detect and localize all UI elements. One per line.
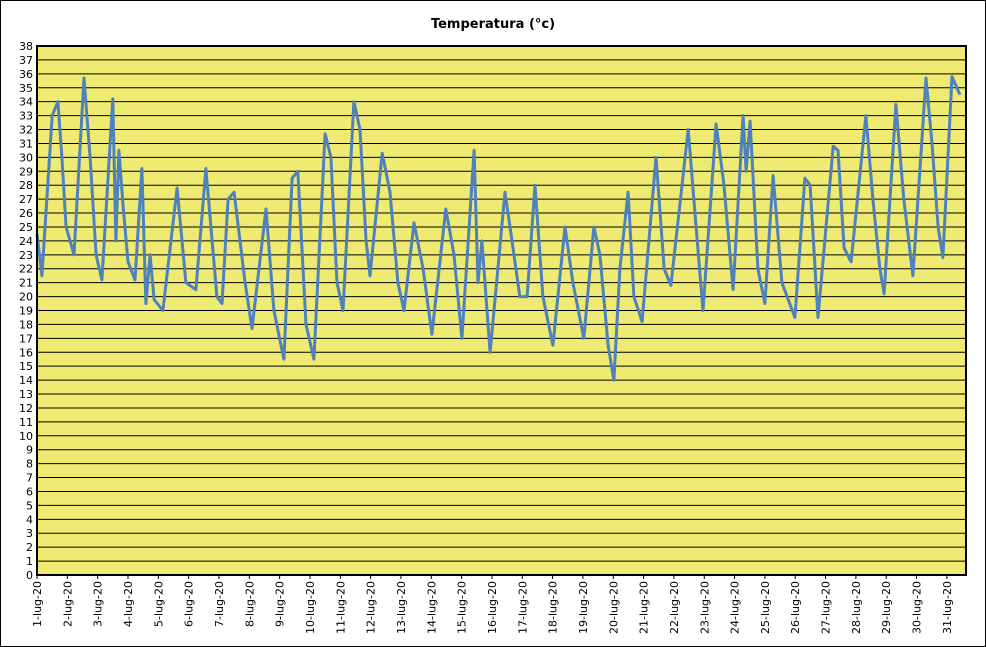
y-tick-label: 35 [19,82,33,95]
x-tick-label: 20-lug-20 [607,581,620,634]
x-tick-label: 16-lug-20 [486,581,499,634]
x-tick-label: 17-lug-20 [516,581,529,634]
y-tick-label: 14 [19,374,33,387]
x-tick-label: 25-lug-20 [759,581,772,634]
x-tick-label: 11-lug-20 [334,581,347,634]
x-tick-label: 23-lug-20 [698,581,711,634]
x-tick-label: 7-lug-20 [213,581,226,627]
line-series [35,75,962,382]
x-tick-label: 27-lug-20 [820,581,833,634]
y-tick-label: 38 [19,40,33,53]
y-tick-label: 5 [26,499,33,512]
y-tick-label: 11 [19,416,33,429]
x-tick-label: 28-lug-20 [850,581,863,634]
x-tick-label: 15-lug-20 [456,581,469,634]
y-tick-label: 18 [19,318,33,331]
y-tick-label: 8 [26,458,33,471]
x-tick-label: 22-lug-20 [668,581,681,634]
x-tick-label: 18-lug-20 [547,581,560,634]
y-tick-label: 34 [19,96,33,109]
x-tick-label: 4-lug-20 [122,581,135,627]
x-tick-label: 12-lug-20 [365,581,378,634]
x-tick-label: 3-lug-20 [92,581,105,627]
y-tick-label: 30 [19,151,33,164]
x-tick-label: 29-lug-20 [880,581,893,634]
y-tick-label: 13 [19,388,33,401]
y-tick-label: 33 [19,110,33,123]
y-tick-label: 15 [19,360,33,373]
x-tick-label: 1-lug-20 [31,581,44,627]
y-tick-label: 27 [19,193,33,206]
x-tick-label: 31-lug-20 [941,581,954,634]
y-tick-label: 2 [26,541,33,554]
x-tick-label: 24-lug-20 [729,581,742,634]
y-tick-label: 22 [19,263,33,276]
y-tick-label: 31 [19,137,33,150]
x-tick-label: 6-lug-20 [183,581,196,627]
x-tick-label: 19-lug-20 [577,581,590,634]
x-tick-label: 30-lug-20 [911,581,924,634]
y-tick-label: 3 [26,527,33,540]
y-tick-label: 20 [19,291,33,304]
y-tick-label: 26 [19,207,33,220]
y-tick-label: 28 [19,179,33,192]
x-tick-label: 26-lug-20 [789,581,802,634]
y-tick-label: 7 [26,472,33,485]
plot-border [36,45,967,576]
y-tick-label: 37 [19,54,33,67]
y-tick-label: 10 [19,430,33,443]
y-tick-label: 29 [19,165,33,178]
y-tick-label: 16 [19,346,33,359]
y-tick-label: 17 [19,332,33,345]
y-tick-label: 36 [19,68,33,81]
y-tick-label: 21 [19,277,33,290]
y-tick-label: 9 [26,444,33,457]
x-tick-label: 14-lug-20 [425,581,438,634]
y-tick-label: 4 [26,513,33,526]
y-tick-label: 25 [19,221,33,234]
y-tick-label: 1 [26,555,33,568]
y-tick-label: 0 [26,569,33,582]
y-tick-label: 6 [26,485,33,498]
x-tick-label: 21-lug-20 [638,581,651,634]
x-tick-label: 10-lug-20 [304,581,317,634]
x-tick-label: 5-lug-20 [152,581,165,627]
x-tick-label: 9-lug-20 [274,581,287,627]
x-tick-label: 13-lug-20 [395,581,408,634]
y-tick-label: 19 [19,305,33,318]
y-tick-label: 12 [19,402,33,415]
y-tick-label: 24 [19,235,33,248]
x-tick-label: 8-lug-20 [243,581,256,627]
y-tick-label: 23 [19,249,33,262]
x-tick-label: 2-lug-20 [61,581,74,627]
chart-title: Temperatura (°c) [431,17,555,32]
y-tick-label: 32 [19,124,33,137]
